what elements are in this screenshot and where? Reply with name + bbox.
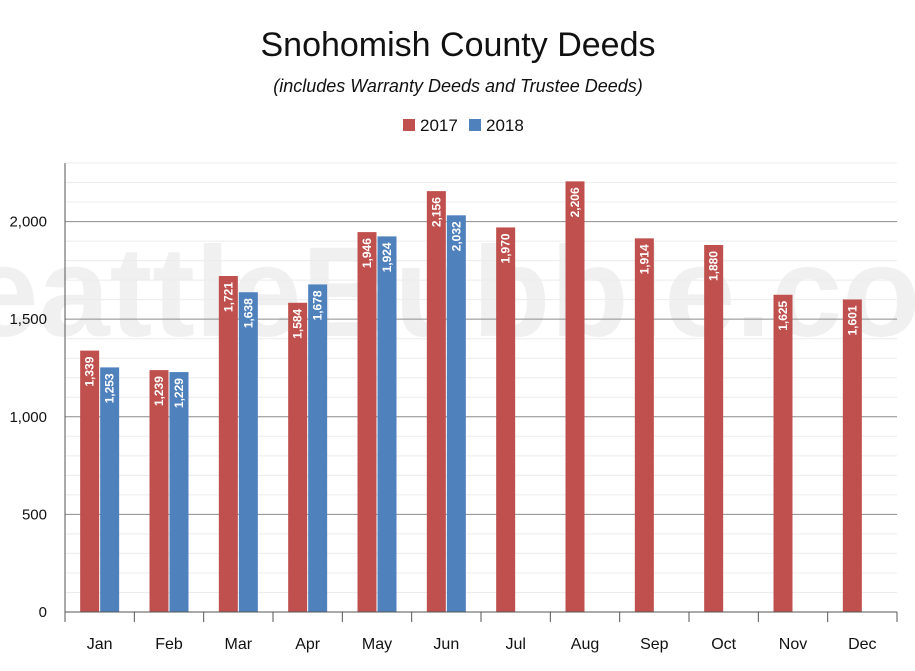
data-label-2017-mar: 1,721 xyxy=(221,282,235,312)
grid-lines xyxy=(65,162,897,593)
x-tick-label: Nov xyxy=(779,636,807,653)
legend-swatch-2018 xyxy=(469,119,481,131)
data-label-2018-may: 1,924 xyxy=(380,242,394,272)
bar-2018-feb xyxy=(169,372,189,612)
x-tick-label: Aug xyxy=(571,636,599,653)
bar-2017-nov xyxy=(773,294,793,612)
data-label-2017-dec: 1,601 xyxy=(845,305,859,335)
x-tick-label: Dec xyxy=(848,636,876,653)
y-tick-label: 500 xyxy=(22,506,47,523)
data-label-2017-nov: 1,625 xyxy=(776,300,790,330)
data-label-2017-apr: 1,584 xyxy=(291,308,305,338)
y-tick-label: 2,000 xyxy=(9,214,47,231)
chart-title: Snohomish County Deeds xyxy=(260,26,655,64)
bar-2017-apr xyxy=(288,302,308,612)
data-label-2018-feb: 1,229 xyxy=(172,378,186,408)
bar-2018-apr xyxy=(308,284,328,612)
bars-group xyxy=(80,181,862,612)
chart-subtitle: (includes Warranty Deeds and Trustee Dee… xyxy=(273,76,643,96)
bar-2017-jul xyxy=(496,227,516,612)
x-tick-label: Feb xyxy=(155,636,183,653)
legend-label-2018: 2018 xyxy=(486,116,524,135)
y-tick-label: 1,000 xyxy=(9,409,47,426)
data-label-2017-feb: 1,239 xyxy=(152,376,166,406)
data-label-2018-jan: 1,253 xyxy=(103,373,117,403)
data-label-2018-mar: 1,638 xyxy=(241,298,255,328)
legend-label-2017: 2017 xyxy=(420,116,458,135)
x-tick-label: Jun xyxy=(433,636,459,653)
bar-2018-jan xyxy=(100,367,120,612)
bar-2017-dec xyxy=(842,299,862,612)
y-tick-label: 0 xyxy=(39,604,47,621)
bar-2017-jan xyxy=(80,350,100,612)
data-label-2017-aug: 2,206 xyxy=(568,187,582,217)
data-label-2017-oct: 1,880 xyxy=(707,251,721,281)
bar-2017-aug xyxy=(565,181,585,612)
bar-2017-mar xyxy=(218,276,238,612)
bar-2018-mar xyxy=(238,292,258,612)
x-tick-label: Jul xyxy=(505,636,525,653)
x-tick-label: Apr xyxy=(295,636,321,653)
x-tick-label: Mar xyxy=(225,636,253,653)
data-label-2017-sep: 1,914 xyxy=(637,244,651,274)
data-label-2018-jun: 2,032 xyxy=(449,221,463,251)
x-tick-label: Oct xyxy=(711,636,736,653)
axes-group: 0 500 1,000 1,500 2,000 Jan Feb Mar Apr May Jun Jul… xyxy=(9,163,898,653)
data-label-2017-may: 1,946 xyxy=(360,238,374,268)
data-label-2017-jul: 1,970 xyxy=(499,233,513,263)
bar-2017-jun xyxy=(426,191,446,612)
y-tick-label: 1,500 xyxy=(9,311,47,328)
bar-2018-may xyxy=(377,236,397,612)
data-label-2017-jun: 2,156 xyxy=(429,197,443,227)
bar-2017-oct xyxy=(704,244,724,612)
legend: 2017 2018 xyxy=(403,116,524,135)
x-tick-label: May xyxy=(362,636,392,653)
bar-2017-sep xyxy=(634,238,654,612)
x-tick-label: Sep xyxy=(640,636,669,653)
data-label-2018-apr: 1,678 xyxy=(311,290,325,320)
data-labels-group: 1,339 1,239 1,721 1,584 1,946 2,156 1,970 2,206… xyxy=(83,187,860,408)
bar-2017-feb xyxy=(149,370,169,612)
legend-swatch-2017 xyxy=(403,119,415,131)
bar-2017-may xyxy=(357,232,377,612)
x-tick-label: Jan xyxy=(87,636,113,653)
data-label-2017-jan: 1,339 xyxy=(83,356,97,386)
bar-2018-jun xyxy=(446,215,466,612)
